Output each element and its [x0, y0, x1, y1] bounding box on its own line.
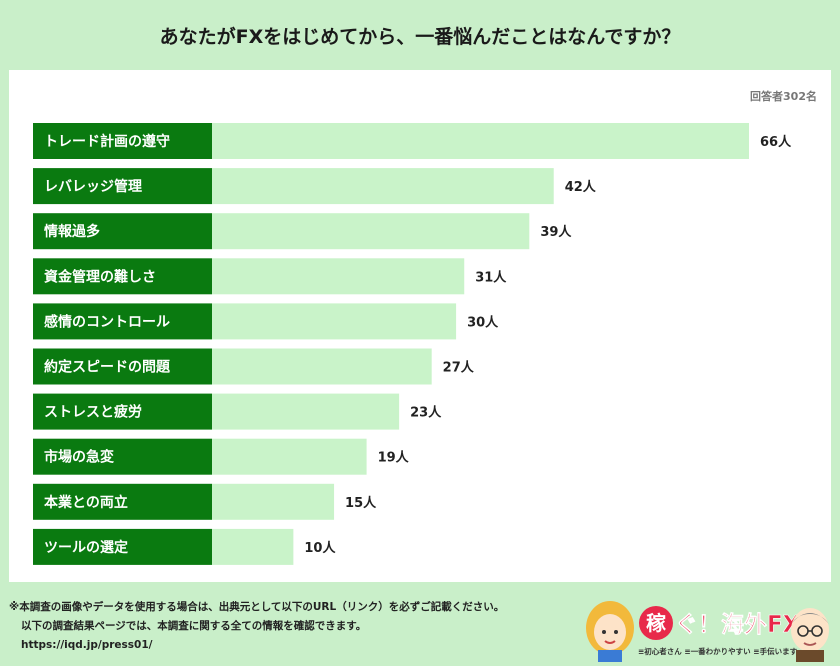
footnote-results-note: 以下の調査結果ページでは、本調査に関する全ての情報を確認できます。 — [21, 620, 367, 632]
value-label: 10人 — [304, 540, 336, 556]
category-label: トレード計画の遵守 — [44, 133, 170, 150]
footnote-url-link[interactable]: https://iqd.jp/press01/ — [21, 639, 153, 651]
category-label-bg — [33, 123, 212, 159]
category-label-bg — [33, 528, 212, 565]
logo-mark: 稼 ぐ！海外FX ≡初心者さん ≡一番わかりやすい ≡手伝います — [638, 606, 801, 656]
category-label: 感情のコントロール — [44, 313, 170, 330]
bar — [212, 483, 335, 520]
category-label-bg — [33, 258, 212, 295]
logo-tagline: ≡初心者さん ≡一番わかりやすい ≡手伝います — [638, 646, 798, 656]
value-label: 19人 — [378, 450, 410, 466]
footnote: ※本調査の画像やデータを使用する場合は、出典元として以下のURL（リンク）を必ず… — [9, 598, 569, 655]
bar — [212, 123, 749, 159]
bar — [212, 213, 530, 250]
category-label: 市場の急変 — [44, 449, 114, 466]
girl-character-icon — [586, 601, 634, 662]
bar — [212, 258, 465, 295]
footnote-usage-note: ※本調査の画像やデータを使用する場合は、出典元として以下のURL（リンク）を必ず… — [9, 601, 505, 613]
value-label: 23人 — [410, 405, 442, 421]
category-label: 約定スピードの問題 — [44, 359, 171, 376]
category-label: レバレッジ管理 — [44, 178, 142, 195]
value-label: 66人 — [760, 134, 792, 150]
value-label: 27人 — [443, 360, 475, 376]
respondent-count: 回答者302名 — [750, 90, 817, 103]
value-label: 30人 — [467, 314, 499, 330]
bar — [212, 348, 432, 385]
category-label-bg — [33, 438, 212, 475]
category-label: ツールの選定 — [44, 539, 128, 556]
value-label: 15人 — [345, 495, 377, 511]
category-label-bg — [33, 348, 212, 385]
category-label: ストレスと疲労 — [44, 404, 142, 421]
chart-title: あなたがFXをはじめてから、一番悩んだことはなんですか？ — [159, 26, 681, 48]
category-label-bg — [33, 168, 212, 205]
bar — [212, 393, 400, 430]
category-label: 資金管理の難しさ — [44, 268, 156, 285]
man-character-icon — [791, 608, 829, 662]
category-label: 情報過多 — [44, 223, 100, 240]
bar — [212, 438, 367, 475]
site-logo: 稼 ぐ！海外FX ≡初心者さん ≡一番わかりやすい ≡手伝います — [586, 601, 829, 662]
logo-text: ぐ！海外FX — [675, 611, 801, 638]
value-label: 31人 — [475, 269, 507, 285]
value-label: 42人 — [565, 179, 597, 195]
bar — [212, 168, 554, 205]
category-label-bg — [33, 393, 212, 430]
category-label-bg — [33, 303, 212, 340]
logo-kanji: 稼 — [646, 611, 666, 635]
chart-panel: 回答者302名 トレード計画の遵守 66人レバレッジ管理 42人情報過多 39人資金管… — [9, 70, 831, 582]
bar — [212, 303, 457, 340]
category-label: 本業との両立 — [44, 494, 128, 511]
category-label-bg — [33, 483, 212, 520]
bar — [212, 528, 294, 565]
category-label-bg — [33, 213, 212, 250]
value-label: 39人 — [540, 224, 572, 240]
